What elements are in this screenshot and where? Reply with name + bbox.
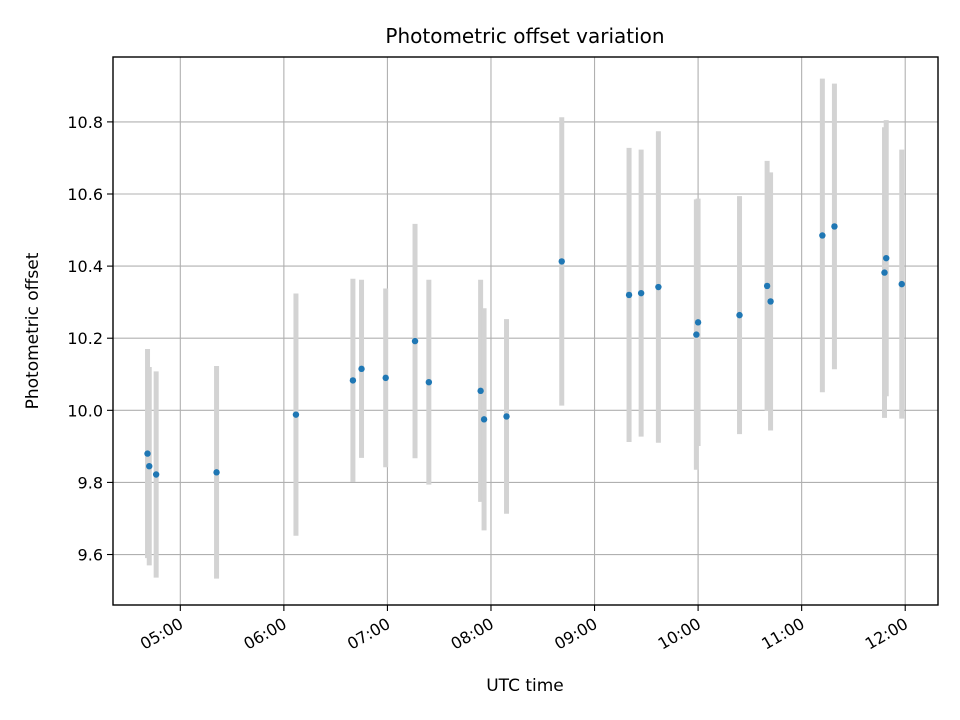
y-tick-label: 10.4 bbox=[67, 257, 103, 276]
x-axis-label: UTC time bbox=[486, 676, 564, 696]
data-point bbox=[477, 387, 484, 395]
data-point bbox=[382, 374, 389, 382]
data-point bbox=[898, 280, 905, 288]
y-tick-label: 9.8 bbox=[78, 473, 103, 492]
x-tick-label: 09:00 bbox=[551, 614, 600, 654]
x-tick-label: 08:00 bbox=[448, 614, 497, 654]
data-point bbox=[625, 291, 633, 299]
y-ticks: 9.6 9.8 10.0 10.2 10.4 10.6 10.8 bbox=[67, 113, 113, 565]
data-point bbox=[693, 331, 700, 338]
y-tick-label: 10.2 bbox=[67, 329, 103, 348]
data-point bbox=[425, 378, 433, 386]
y-tick-label: 10.8 bbox=[67, 113, 103, 132]
data-point bbox=[831, 223, 838, 230]
data-point bbox=[881, 269, 888, 276]
chart-title: Photometric offset variation bbox=[385, 24, 664, 48]
data-point bbox=[144, 450, 151, 457]
x-tick-label: 06:00 bbox=[240, 614, 289, 654]
data-point bbox=[883, 254, 890, 262]
data-point bbox=[655, 283, 662, 291]
data-point bbox=[358, 365, 365, 373]
y-tick-label: 9.6 bbox=[78, 546, 103, 565]
data-point bbox=[480, 416, 488, 423]
data-point bbox=[292, 411, 300, 418]
data-point bbox=[694, 319, 702, 326]
data-point bbox=[146, 462, 153, 470]
data-point bbox=[819, 232, 826, 239]
x-tick-label: 12:00 bbox=[862, 614, 911, 654]
data-point bbox=[152, 471, 160, 478]
data-point bbox=[503, 413, 510, 420]
y-tick-label: 10.6 bbox=[67, 185, 103, 204]
data-point bbox=[736, 311, 743, 319]
x-tick-label: 05:00 bbox=[137, 614, 186, 654]
y-axis-label: Photometric offset bbox=[23, 252, 43, 409]
grid-lines bbox=[113, 57, 938, 605]
data-point bbox=[763, 282, 771, 290]
data-point bbox=[637, 289, 645, 297]
y-tick-label: 10.0 bbox=[67, 401, 103, 420]
x-tick-label: 10:00 bbox=[655, 614, 704, 654]
error-bars bbox=[145, 78, 905, 579]
data-point bbox=[767, 298, 774, 305]
data-point bbox=[213, 469, 220, 476]
x-ticks: 05:00 06:00 07:00 08:00 09:00 10:00 11:00 12:00 bbox=[137, 605, 911, 654]
data-point bbox=[411, 337, 419, 345]
data-point bbox=[349, 377, 357, 384]
data-point bbox=[558, 258, 565, 265]
x-tick-label: 11:00 bbox=[758, 614, 807, 654]
data-points bbox=[144, 223, 905, 478]
plot-frame bbox=[112, 56, 939, 606]
x-tick-label: 07:00 bbox=[344, 614, 393, 654]
